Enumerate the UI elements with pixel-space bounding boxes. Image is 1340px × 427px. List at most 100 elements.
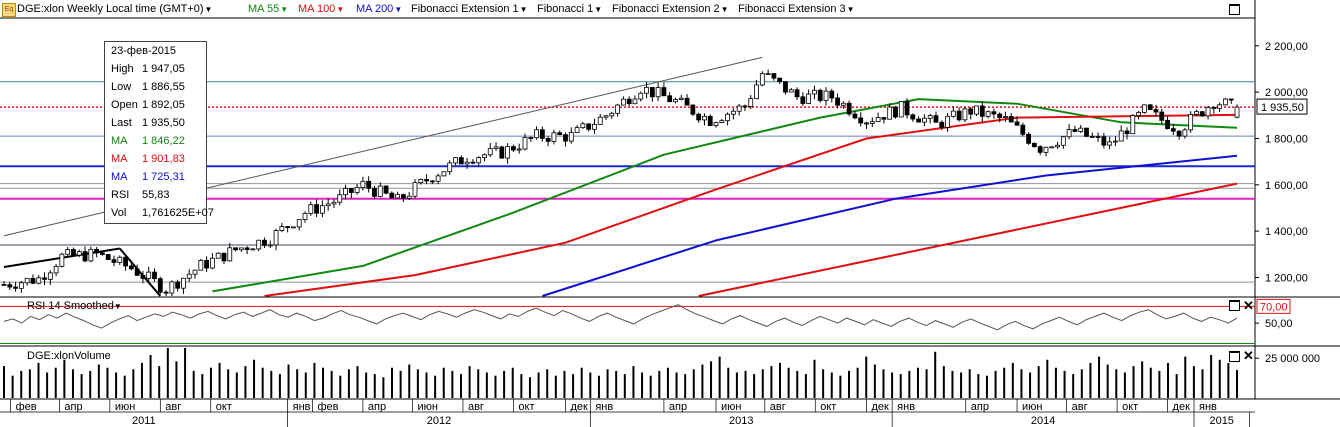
maximize-icon[interactable] bbox=[1229, 300, 1240, 311]
candle-body bbox=[1147, 104, 1153, 110]
candle-body bbox=[1141, 104, 1147, 113]
candle bbox=[609, 111, 615, 119]
candle-body bbox=[285, 226, 291, 228]
candle bbox=[655, 82, 661, 102]
candle-body bbox=[1188, 113, 1194, 131]
close-icon[interactable]: ✕ bbox=[1243, 348, 1254, 363]
candle bbox=[1037, 145, 1043, 156]
candle-body bbox=[939, 121, 945, 128]
candle bbox=[1049, 146, 1055, 149]
candle-body bbox=[192, 269, 198, 275]
info-value: 1 901,83 bbox=[142, 153, 185, 165]
indicator-fib-1[interactable]: Fibonacci 1▼ bbox=[537, 3, 602, 15]
candle-body bbox=[713, 122, 719, 127]
candle bbox=[325, 198, 331, 211]
close-icon[interactable]: ✕ bbox=[1243, 298, 1254, 313]
candle-body bbox=[221, 252, 227, 262]
maximize-icon[interactable] bbox=[1229, 351, 1240, 362]
candle-body bbox=[267, 244, 273, 247]
rsi-title: RSI 14 Smoothed bbox=[27, 300, 114, 312]
candle-body bbox=[881, 117, 887, 120]
candle-body bbox=[997, 113, 1003, 118]
indicator-fib-ext-3[interactable]: Fibonacci Extension 3▼ bbox=[738, 3, 855, 15]
info-value: 1 725,31 bbox=[142, 171, 185, 183]
candle-body bbox=[765, 73, 771, 75]
candle bbox=[771, 72, 777, 81]
candle-body bbox=[1003, 116, 1008, 118]
candle-body bbox=[887, 106, 893, 120]
candle bbox=[366, 176, 372, 193]
candle bbox=[244, 246, 250, 255]
candle-body bbox=[534, 129, 539, 139]
chevron-down-icon: ▼ bbox=[204, 5, 213, 14]
candle bbox=[383, 185, 389, 195]
candle-body bbox=[59, 253, 65, 267]
candle bbox=[53, 264, 59, 277]
candle bbox=[632, 95, 638, 105]
candle bbox=[1124, 127, 1130, 140]
candle-body bbox=[661, 87, 667, 97]
candle-body bbox=[273, 230, 279, 246]
x-year-label: 2011 bbox=[132, 415, 156, 427]
x-month-label: апр bbox=[669, 401, 687, 413]
candle bbox=[939, 120, 945, 131]
candle bbox=[997, 112, 1003, 123]
rsi-pane-title[interactable]: RSI 14 Smoothed▼ bbox=[27, 300, 122, 312]
candle-body bbox=[1228, 98, 1234, 101]
candle bbox=[482, 153, 487, 162]
candle bbox=[337, 189, 343, 206]
info-key: High bbox=[111, 63, 134, 75]
candle bbox=[858, 112, 864, 127]
candle bbox=[204, 256, 210, 273]
candle bbox=[690, 104, 696, 117]
candle bbox=[950, 105, 956, 118]
candle bbox=[551, 129, 557, 145]
candle bbox=[788, 87, 794, 93]
candle-body bbox=[875, 117, 881, 123]
symbol-selector[interactable]: DGE:xlon Weekly Local time (GMT+0)▼ bbox=[17, 3, 212, 15]
candle bbox=[869, 117, 875, 128]
indicator-label: Fibonacci Extension 1 bbox=[411, 3, 519, 15]
candle bbox=[893, 106, 898, 119]
indicator-ma100[interactable]: MA 100▼ bbox=[298, 3, 344, 15]
eq-icon[interactable]: Eq bbox=[2, 3, 16, 17]
candle bbox=[499, 145, 505, 159]
candle-body bbox=[429, 180, 435, 183]
candle-body bbox=[1031, 142, 1037, 148]
indicator-fib-ext-1[interactable]: Fibonacci Extension 1▼ bbox=[411, 3, 528, 15]
volume-tick-label: 25 000 000 bbox=[1265, 353, 1320, 365]
candle bbox=[18, 281, 24, 293]
indicator-label: MA 55 bbox=[248, 3, 280, 15]
candle-body bbox=[539, 129, 545, 139]
volume-pane-title: DGE:xlonVolume bbox=[27, 350, 111, 362]
indicator-fib-ext-2[interactable]: Fibonacci Extension 2▼ bbox=[612, 3, 729, 15]
x-month-label: дек bbox=[872, 401, 890, 413]
candle-body bbox=[649, 87, 655, 98]
candle bbox=[684, 94, 690, 106]
candle bbox=[1095, 132, 1101, 142]
maximize-icon[interactable] bbox=[1229, 4, 1240, 15]
candle bbox=[1043, 146, 1049, 157]
candle-body bbox=[730, 110, 736, 115]
candle-body bbox=[435, 175, 441, 182]
x-month-label: дек bbox=[571, 401, 589, 413]
indicator-ma55[interactable]: MA 55▼ bbox=[248, 3, 288, 15]
candle-body bbox=[238, 247, 244, 251]
candle-body bbox=[586, 123, 592, 130]
candle-body bbox=[36, 277, 42, 284]
info-key: MA bbox=[111, 171, 128, 183]
chevron-down-icon: ▼ bbox=[720, 5, 729, 14]
chevron-down-icon: ▼ bbox=[336, 5, 345, 14]
info-key: Vol bbox=[111, 207, 127, 219]
candle-body bbox=[163, 291, 169, 294]
candle-body bbox=[632, 98, 638, 105]
candle bbox=[979, 101, 985, 123]
indicator-ma200[interactable]: MA 200▼ bbox=[356, 3, 402, 15]
info-value: 1 886,55 bbox=[142, 81, 185, 93]
candle-body bbox=[1026, 133, 1032, 144]
candle-body bbox=[1, 284, 7, 286]
candle-body bbox=[655, 87, 661, 98]
rsi-tag-box bbox=[1256, 298, 1291, 314]
candle-body bbox=[597, 116, 603, 125]
